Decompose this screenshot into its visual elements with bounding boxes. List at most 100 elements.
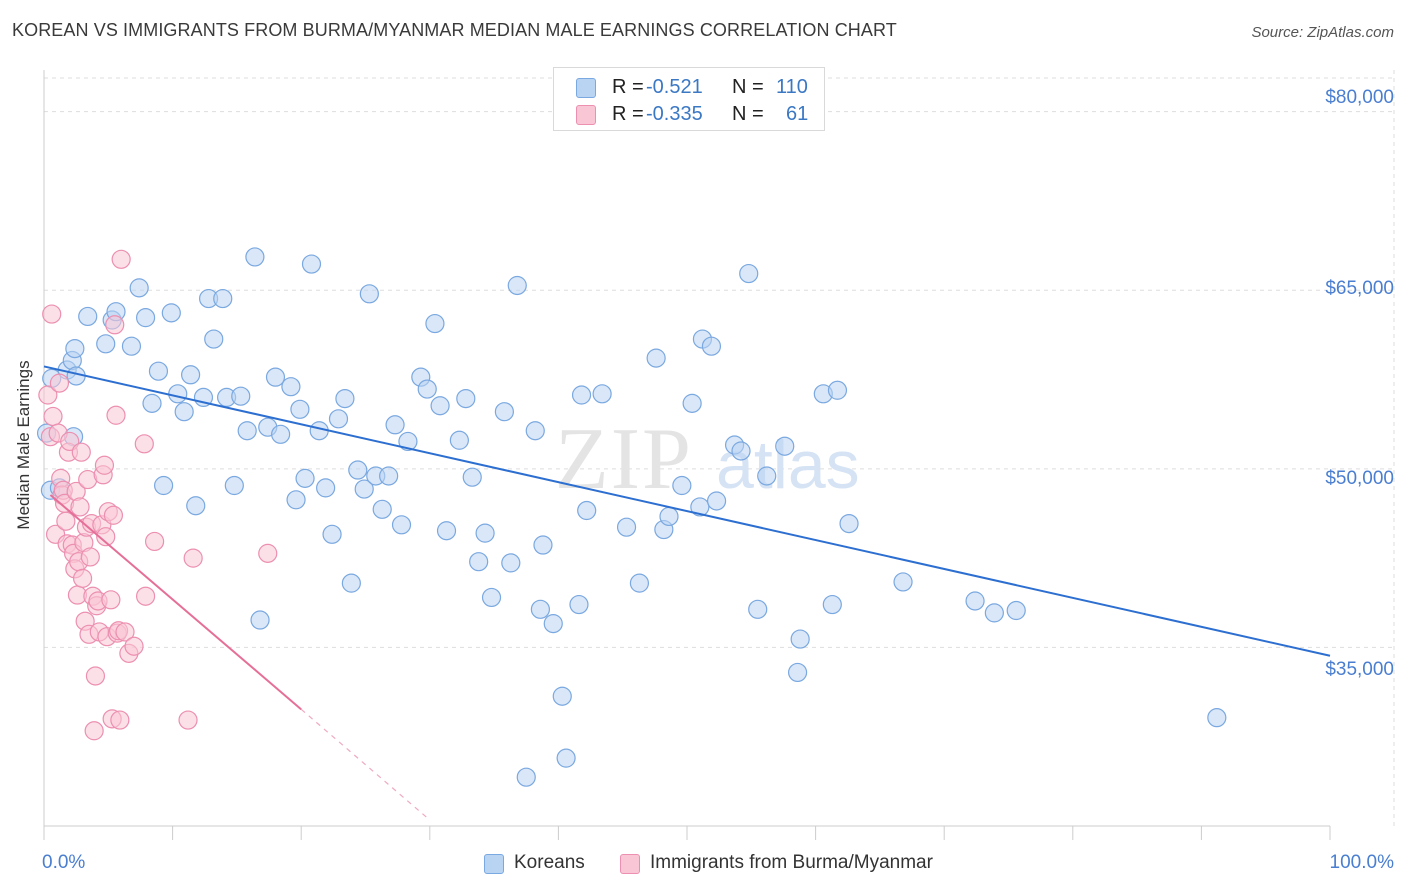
korean-point — [790, 629, 810, 649]
korean-point — [271, 424, 291, 444]
korean-point — [739, 263, 759, 284]
korean-point — [237, 421, 257, 441]
korean-point — [748, 599, 768, 619]
x-tick-label-max: 100.0% — [1329, 852, 1394, 873]
korean-point — [449, 430, 469, 450]
burma-point — [72, 568, 93, 588]
burma-point — [105, 315, 125, 335]
korean-point — [965, 591, 985, 611]
legend-n-label: N = — [732, 103, 764, 125]
korean-point — [984, 603, 1004, 623]
y-tick-label: $35,000 — [1325, 659, 1394, 680]
source-credit: Source: ZipAtlas.com — [1251, 24, 1394, 41]
korean-point — [142, 393, 162, 413]
legend-n-value: 110 — [776, 76, 808, 98]
burma-point — [38, 385, 58, 405]
korean-point — [690, 497, 710, 517]
legend-n-value: 61 — [786, 103, 809, 125]
burma-point — [43, 406, 63, 427]
korean-point — [121, 336, 142, 356]
koreans-trend-line — [43, 365, 1331, 657]
korean-point — [682, 393, 702, 413]
legend-swatch-pink — [576, 105, 596, 125]
korean-point — [659, 506, 679, 527]
korean-point — [213, 288, 233, 309]
correlation-legend: R = -0.521 N = 110 R = -0.335 N = 61 — [553, 67, 825, 131]
burma-point — [71, 442, 91, 462]
burma-trend-line — [49, 494, 302, 711]
korean-point — [543, 614, 563, 634]
korean-point — [430, 396, 450, 416]
burma-point — [110, 710, 130, 730]
burma-point — [178, 710, 198, 730]
burma-point — [85, 666, 106, 686]
legend-swatch-blue — [576, 78, 596, 98]
korean-point — [571, 385, 592, 405]
korean-point — [507, 275, 527, 296]
korean-point — [616, 517, 637, 537]
legend-n-label: N = — [732, 76, 764, 98]
korean-point — [775, 436, 795, 456]
korean-point — [701, 336, 722, 356]
korean-point — [398, 431, 418, 452]
korean-point — [204, 329, 224, 349]
korean-point — [530, 599, 550, 619]
korean-point — [494, 402, 514, 422]
burma-point — [84, 721, 104, 741]
korean-point — [425, 313, 445, 334]
korean-point — [135, 308, 156, 328]
korean-point — [827, 380, 848, 400]
korean-point — [354, 479, 374, 499]
legend-row-koreans: R = -0.521 N = 110 — [554, 74, 824, 100]
korean-point — [417, 379, 437, 399]
axes — [43, 70, 1331, 840]
korean-point — [706, 491, 727, 511]
legend-swatch-blue — [484, 854, 504, 874]
korean-point — [1006, 600, 1026, 621]
legend-r-label: R = — [612, 103, 644, 125]
korean-point — [569, 594, 589, 615]
korean-point — [516, 767, 536, 787]
korean-point — [469, 552, 489, 572]
korean-point — [391, 515, 412, 535]
korean-point — [281, 377, 301, 397]
korean-point — [1207, 708, 1227, 728]
burma-point — [124, 636, 144, 656]
korean-point — [629, 573, 650, 593]
korean-point — [456, 388, 476, 409]
korean-point — [757, 466, 777, 486]
korean-point — [592, 384, 612, 404]
y-axis-label-wrap: Median Male Earnings — [14, 276, 34, 529]
burma-point — [101, 590, 121, 610]
burma-point — [80, 547, 100, 567]
korean-point — [359, 284, 379, 304]
korean-point — [322, 524, 342, 544]
series-legend-label: Koreans — [514, 852, 585, 873]
x-tick-label-min: 0.0% — [42, 852, 86, 873]
legend-r-value: -0.521 — [646, 76, 703, 98]
korean-point — [379, 466, 399, 486]
korean-point — [822, 594, 842, 615]
koreans-points — [36, 247, 1227, 787]
korean-point — [295, 468, 315, 488]
burma-point — [106, 405, 126, 425]
korean-point — [316, 478, 336, 498]
korean-point — [436, 521, 457, 541]
burma-point — [49, 373, 70, 393]
korean-point — [78, 306, 98, 327]
trend-lines — [43, 365, 1331, 821]
burma-point — [111, 249, 131, 269]
korean-point — [174, 402, 194, 422]
watermark: ZIP atlas — [555, 411, 860, 508]
watermark-zip: ZIP — [555, 411, 693, 508]
legend-swatch-pink — [620, 854, 640, 874]
burma-point — [103, 505, 124, 525]
korean-point — [153, 475, 174, 496]
korean-point — [731, 441, 751, 461]
korean-point — [250, 610, 270, 630]
legend-r-value: -0.335 — [646, 103, 703, 125]
korean-point — [475, 523, 495, 543]
y-axis-label: Median Male Earnings — [14, 360, 33, 530]
korean-point — [290, 399, 310, 419]
burma-trend-extension — [300, 708, 431, 821]
